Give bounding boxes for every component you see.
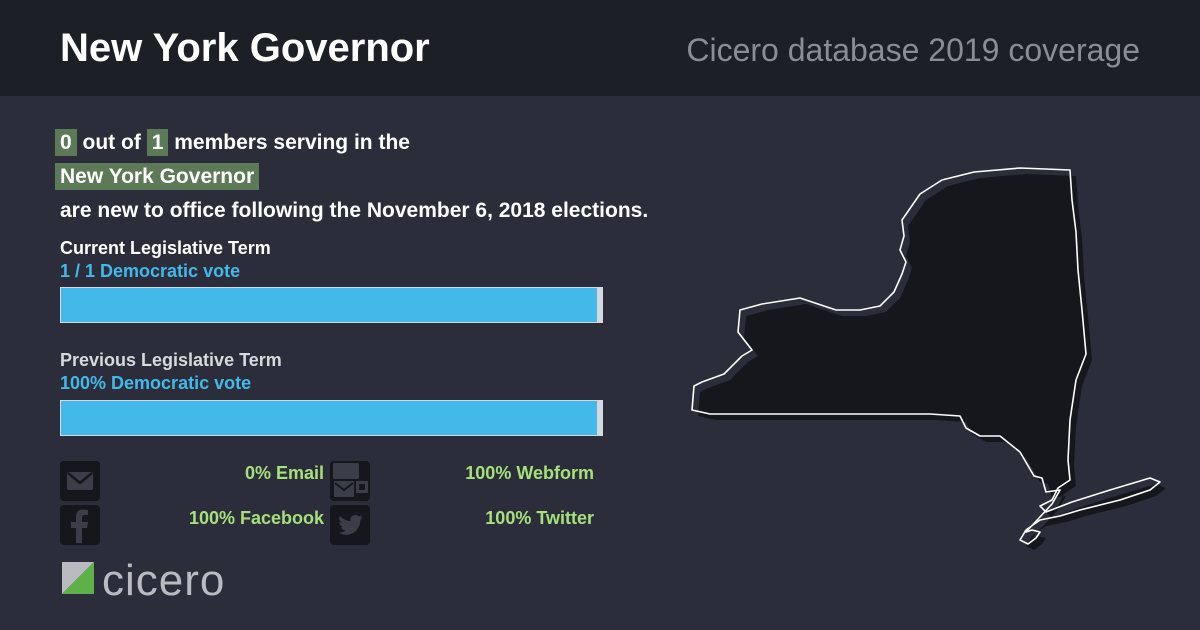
total-count-badge: 1 xyxy=(146,129,169,156)
previous-term-bar-fill xyxy=(61,401,597,435)
state-outline-shadow xyxy=(698,174,1166,550)
facebook-icon xyxy=(60,505,100,545)
state-outline xyxy=(691,167,1161,545)
twitter-icon xyxy=(330,505,370,545)
new-york-state-map xyxy=(691,167,1166,550)
new-count-badge: 0 xyxy=(55,129,77,156)
current-term-bar xyxy=(60,287,603,323)
webform-icon xyxy=(330,461,370,501)
summary-line-1: 0 out of 1 members serving in the xyxy=(55,126,648,160)
email-icon xyxy=(60,461,100,501)
out-of-text: out of xyxy=(82,131,141,154)
current-term-vote: 1 / 1 Democratic vote xyxy=(60,261,241,281)
cicero-logo-text: cicero xyxy=(102,556,226,605)
page-subtitle: Cicero database 2019 coverage xyxy=(686,32,1140,68)
current-term-label: Current Legislative Term xyxy=(60,238,271,258)
previous-term-vote: 100% Democratic vote xyxy=(60,373,252,393)
previous-term-bar xyxy=(60,400,603,436)
facebook-stat: 100% Facebook xyxy=(188,508,324,528)
previous-term-label: Previous Legislative Term xyxy=(60,350,282,370)
current-term-bar-fill xyxy=(61,288,597,322)
members-text: members serving in the xyxy=(174,131,410,154)
twitter-stat: 100% Twitter xyxy=(485,508,594,528)
body-name-badge: New York Governor xyxy=(55,163,260,190)
summary-line-3: are new to office following the November… xyxy=(60,199,649,222)
email-stat: 0% Email xyxy=(244,463,324,483)
summary-text: 0 out of 1 members serving in the New Yo… xyxy=(55,126,648,228)
webform-stat: 100% Webform xyxy=(465,463,594,483)
header: New York Governor Cicero database 2019 c… xyxy=(0,0,1200,96)
cicero-logo-icon xyxy=(62,562,94,594)
page-title: New York Governor xyxy=(60,26,430,70)
summary-line-2: New York Governor xyxy=(55,160,648,194)
